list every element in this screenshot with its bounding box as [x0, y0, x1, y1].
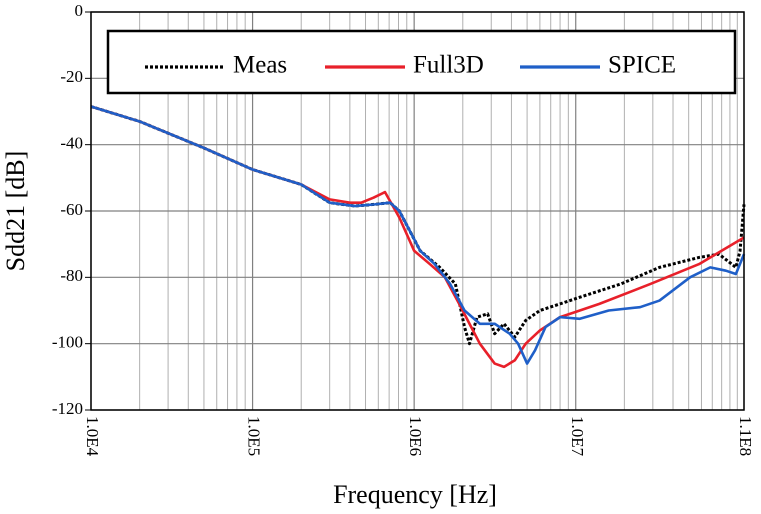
legend-label: Meas	[233, 52, 287, 79]
legend-label: SPICE	[608, 52, 676, 79]
series-line	[90, 105, 746, 365]
x-axis-label: Frequency [Hz]	[333, 480, 497, 509]
x-tick-label: 1.0E7	[568, 416, 587, 457]
y-tick-label: -100	[52, 333, 83, 352]
y-tick-label: 0	[75, 1, 84, 20]
y-tick-label: -20	[60, 67, 83, 86]
x-tick-label: 1.1E8	[736, 416, 755, 456]
y-axis-label: Sdd21 [dB]	[1, 151, 30, 272]
y-tick-label: -40	[60, 134, 83, 153]
legend-label: Full3D	[413, 52, 484, 79]
y-tick-label: -80	[60, 266, 83, 285]
series-line	[90, 105, 745, 369]
x-tick-label: 1.0E4	[83, 416, 102, 457]
legend: Meas Full3D SPICE	[106, 29, 737, 95]
x-tick-label: 1.0E6	[406, 416, 425, 456]
lines	[90, 105, 746, 369]
y-tick-label: -120	[52, 399, 83, 418]
x-tick-label: 1.0E5	[245, 416, 264, 456]
legend-box	[106, 29, 737, 95]
ticks: 1.0E4 1.0E5 1.0E6 1.0E7 1.1E8 0 -20 -40 -60 -80 -1…	[52, 1, 755, 457]
y-tick-label: -60	[60, 200, 83, 219]
